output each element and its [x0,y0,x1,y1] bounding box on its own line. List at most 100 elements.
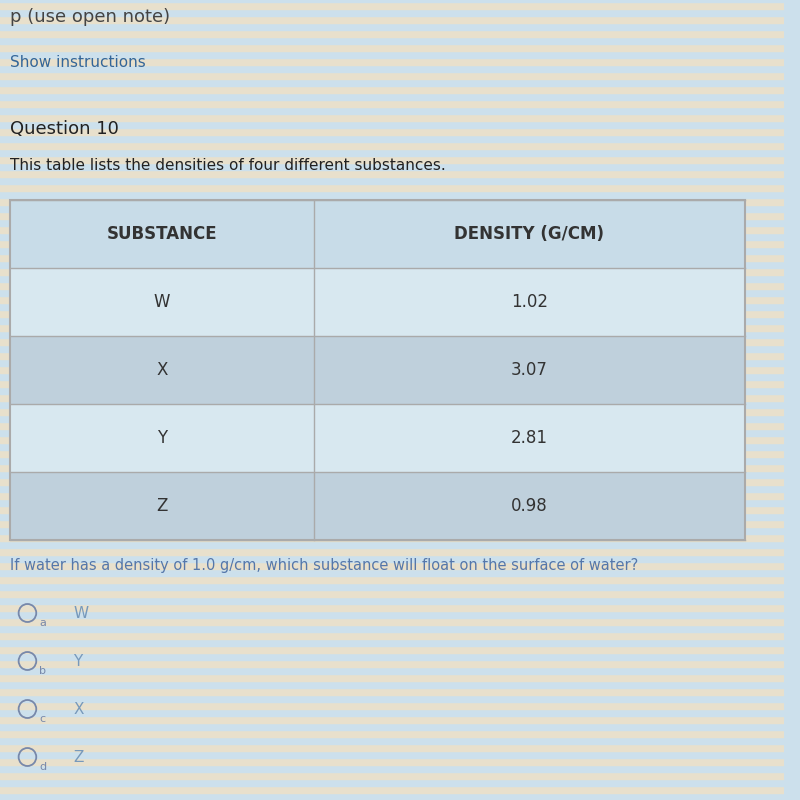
Bar [0,149,784,156]
Bar [0,562,784,569]
Bar [0,429,784,436]
Bar [0,240,784,247]
Bar [0,639,784,646]
Bar [0,331,784,338]
Bar [10,268,745,336]
Bar [0,695,784,702]
Bar [10,200,745,540]
Bar [0,72,784,79]
Bar [0,310,784,317]
Bar [0,450,784,457]
Text: X: X [74,702,84,717]
Bar [0,401,784,408]
Bar [0,646,784,653]
Bar [0,415,784,422]
Bar [0,44,784,51]
Bar [0,443,784,450]
Bar [0,667,784,674]
Bar [0,681,784,688]
Text: SUBSTANCE: SUBSTANCE [106,225,217,243]
Bar [0,233,784,240]
Text: d: d [39,762,46,772]
Bar [0,2,784,9]
Bar [0,709,784,716]
Bar [0,0,784,2]
Text: This table lists the densities of four different substances.: This table lists the densities of four d… [10,158,446,173]
Bar [0,758,784,765]
Bar [0,107,784,114]
Bar [0,366,784,373]
Text: p (use open note): p (use open note) [10,8,170,26]
Bar [0,555,784,562]
Bar [0,352,784,359]
Bar [0,674,784,681]
Bar [0,198,784,205]
Bar [0,303,784,310]
Bar [0,261,784,268]
Bar [0,135,784,142]
Bar [0,317,784,324]
Bar [0,121,784,128]
Text: Question 10: Question 10 [10,120,118,138]
Bar [0,779,784,786]
Bar [0,205,784,212]
Bar [0,86,784,93]
Bar [0,345,784,352]
Bar [0,653,784,660]
Bar [0,730,784,737]
Text: W: W [74,606,89,621]
Text: b: b [39,666,46,676]
Bar [0,338,784,345]
Bar [0,765,784,772]
Bar [10,336,745,404]
Bar [0,534,784,541]
Bar [0,744,784,751]
Bar [10,200,745,268]
Bar [0,373,784,380]
Bar [0,471,784,478]
Bar [0,100,784,107]
Bar [0,23,784,30]
Bar [0,380,784,387]
Bar [0,93,784,100]
Bar [0,247,784,254]
Bar [0,737,784,744]
Bar [0,716,784,723]
Text: W: W [154,293,170,311]
Text: If water has a density of 1.0 g/cm, which substance will float on the surface of: If water has a density of 1.0 g/cm, whic… [10,558,638,573]
Bar [0,212,784,219]
Bar [0,30,784,37]
Bar [0,51,784,58]
Text: 3.07: 3.07 [510,361,548,379]
Bar [0,492,784,499]
Bar [0,268,784,275]
Bar [0,548,784,555]
Bar [0,191,784,198]
Text: X: X [156,361,167,379]
Bar [0,611,784,618]
Text: Show instructions: Show instructions [10,55,146,70]
Bar [0,604,784,611]
Text: 0.98: 0.98 [511,497,547,515]
Bar [0,751,784,758]
Bar [0,583,784,590]
Bar [10,404,745,472]
Bar [0,786,784,793]
Bar [0,632,784,639]
Bar [0,702,784,709]
Bar [0,422,784,429]
Bar [0,275,784,282]
Bar [0,590,784,597]
Bar [0,114,784,121]
Bar [10,472,745,540]
Bar [0,184,784,191]
Bar [0,296,784,303]
Bar [0,513,784,520]
Bar [0,541,784,548]
Bar [0,527,784,534]
Text: Y: Y [74,654,82,669]
Bar [0,520,784,527]
Bar [0,394,784,401]
Bar [0,289,784,296]
Bar [0,478,784,485]
